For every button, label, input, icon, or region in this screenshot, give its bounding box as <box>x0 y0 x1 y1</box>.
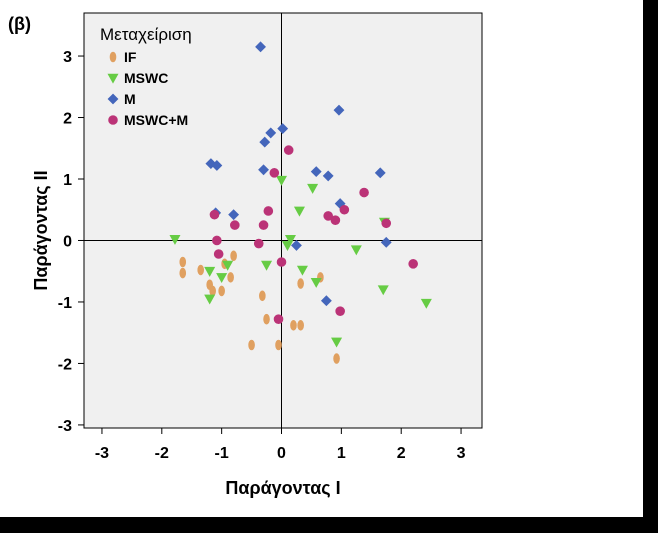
data-point <box>258 220 269 230</box>
data-point <box>230 250 237 262</box>
legend-title: Μεταχείριση <box>100 25 192 44</box>
legend-label: MSWC+M <box>124 112 188 128</box>
x-tick-label: -2 <box>155 445 169 462</box>
data-point <box>209 285 216 297</box>
data-point <box>230 220 240 230</box>
data-point <box>216 273 228 283</box>
data-point <box>179 256 187 268</box>
data-point <box>296 265 308 276</box>
legend: Μεταχείριση IF MSWC M MSWC+M <box>100 25 192 128</box>
series-mswc-m <box>209 145 418 324</box>
data-point <box>283 145 294 155</box>
data-point <box>291 239 302 251</box>
data-point <box>377 285 389 296</box>
data-point <box>265 127 277 139</box>
data-point <box>284 234 296 245</box>
data-point <box>331 337 343 348</box>
data-point <box>276 257 287 267</box>
data-point <box>218 285 225 297</box>
data-point <box>263 313 270 325</box>
data-point <box>212 235 222 246</box>
data-point <box>211 160 223 171</box>
x-tick-label: 1 <box>337 445 346 462</box>
data-point <box>333 353 340 364</box>
data-point <box>248 339 255 351</box>
data-point <box>310 166 322 178</box>
data-point <box>297 320 304 331</box>
data-point <box>209 209 220 220</box>
x-tick-label: -3 <box>95 445 109 462</box>
legend-marker <box>109 51 117 63</box>
data-point <box>335 306 345 316</box>
x-tick-label: 3 <box>457 445 466 462</box>
data-point <box>179 267 187 279</box>
x-tick-label: 0 <box>277 445 286 462</box>
data-point <box>228 209 240 221</box>
data-point <box>293 206 305 217</box>
data-point <box>169 234 181 245</box>
data-point <box>307 183 319 194</box>
data-point <box>381 218 392 229</box>
data-point <box>222 260 234 271</box>
data-point <box>261 260 273 271</box>
data-point <box>253 238 264 249</box>
x-tick-label: -1 <box>215 445 229 462</box>
data-point <box>359 187 369 198</box>
data-point <box>322 170 334 182</box>
data-point <box>258 164 269 176</box>
data-point <box>297 278 304 289</box>
legend-label: IF <box>124 49 137 65</box>
data-point <box>333 104 345 116</box>
data-point <box>380 236 392 248</box>
data-point <box>269 168 280 178</box>
x-tick-label: 2 <box>397 445 406 462</box>
series-m <box>205 41 392 307</box>
data-point <box>277 123 289 135</box>
data-point <box>323 211 333 221</box>
data-point <box>197 264 205 276</box>
data-point <box>320 295 332 307</box>
data-point <box>350 245 362 256</box>
data-point <box>339 204 350 215</box>
data-point <box>204 294 216 305</box>
figure-background: (β) -3 -2 -1 0 1 2 3 -3 -2 -1 0 1 2 3 Μεταχείριση IF M… <box>0 0 643 517</box>
series-mswc <box>169 175 432 348</box>
y-tick-label: 0 <box>63 233 72 250</box>
data-point <box>275 175 288 186</box>
data-point <box>255 41 266 53</box>
y-axis-title: Παράγοντας II <box>31 170 51 290</box>
data-point <box>259 136 271 148</box>
data-point <box>204 266 216 277</box>
legend-label: MSWC <box>124 70 168 86</box>
data-point <box>290 320 297 331</box>
y-tick-label: 3 <box>63 49 72 66</box>
panel-label: (β) <box>8 14 31 34</box>
legend-marker <box>107 93 119 105</box>
y-tick-label: -3 <box>58 418 72 435</box>
legend-marker <box>107 73 119 84</box>
data-point <box>408 259 418 269</box>
data-point <box>310 277 322 288</box>
x-axis-title: Παράγοντας I <box>225 478 340 498</box>
data-point <box>275 339 282 351</box>
y-tick-label: 2 <box>63 111 72 128</box>
data-point <box>259 290 266 302</box>
data-point <box>273 314 284 324</box>
data-point <box>213 249 224 259</box>
data-point <box>330 215 341 225</box>
data-point <box>374 167 386 179</box>
data-point <box>420 298 432 309</box>
data-point <box>263 206 274 216</box>
data-point <box>227 272 234 283</box>
y-tick-label: -2 <box>58 356 72 373</box>
legend-marker <box>108 115 118 125</box>
y-tick-label: 1 <box>63 172 72 189</box>
scatter-chart: -3 -2 -1 0 1 2 3 -3 -2 -1 0 1 2 3 Μεταχείριση IF MSWC M… <box>31 12 483 498</box>
y-tick-label: -1 <box>58 295 72 312</box>
legend-label: M <box>124 91 136 107</box>
plot-area <box>83 12 483 429</box>
